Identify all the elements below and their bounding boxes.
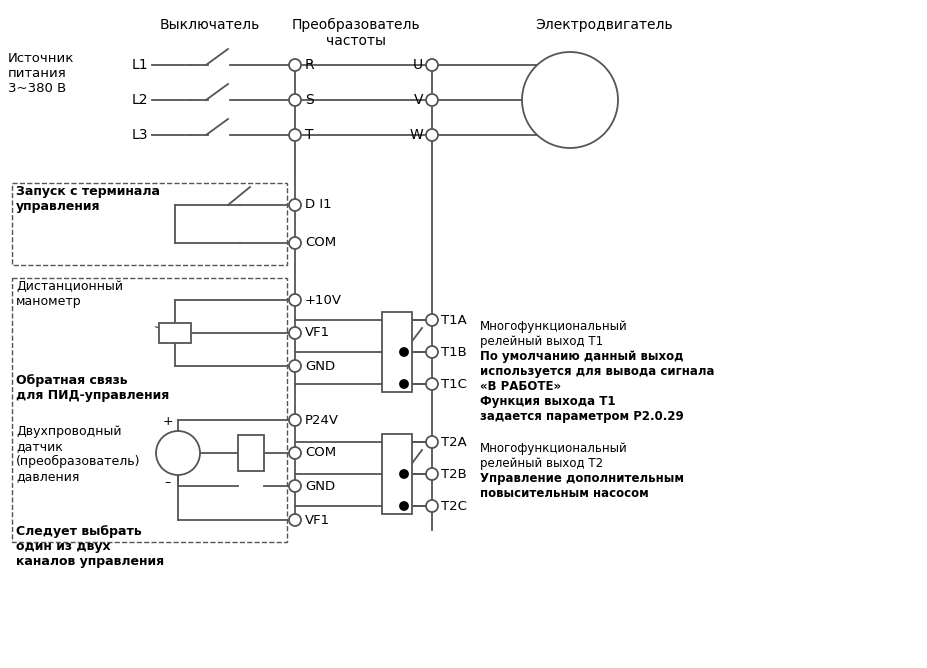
Circle shape: [425, 500, 438, 512]
Circle shape: [425, 378, 438, 390]
Text: T1A: T1A: [440, 313, 466, 327]
Text: Преобразователь
частоты: Преобразователь частоты: [291, 18, 420, 48]
Circle shape: [425, 468, 438, 480]
Circle shape: [288, 414, 300, 426]
Text: V: V: [413, 93, 423, 107]
Text: Обратная связь
для ПИД-управления: Обратная связь для ПИД-управления: [16, 374, 169, 402]
Text: S: S: [305, 93, 313, 107]
Text: GND: GND: [305, 359, 335, 373]
Circle shape: [425, 59, 438, 71]
Bar: [12, 278, 286, 542]
Text: +10V: +10V: [305, 293, 342, 307]
Circle shape: [425, 94, 438, 106]
Bar: [382, 312, 412, 392]
Circle shape: [425, 314, 438, 326]
Circle shape: [288, 447, 300, 459]
Text: Электродвигатель: Электродвигатель: [535, 18, 672, 32]
Text: –: –: [165, 476, 171, 489]
Circle shape: [400, 348, 408, 356]
Text: L3: L3: [132, 128, 147, 142]
Circle shape: [400, 380, 408, 388]
Circle shape: [400, 470, 408, 478]
Text: T1B: T1B: [440, 345, 466, 359]
Text: T2A: T2A: [440, 436, 466, 448]
Text: COM: COM: [305, 446, 336, 460]
Text: W: W: [409, 128, 423, 142]
Bar: [12, 183, 286, 265]
Text: Управление дополнительным
повысительным насосом: Управление дополнительным повысительным …: [479, 472, 683, 500]
Circle shape: [425, 436, 438, 448]
Bar: [382, 434, 412, 514]
Text: Выключатель: Выключатель: [159, 18, 260, 32]
Text: +: +: [162, 415, 173, 428]
Text: COM: COM: [305, 236, 336, 250]
Text: Запуск с терминала
управления: Запуск с терминала управления: [16, 185, 159, 213]
Text: T: T: [305, 128, 313, 142]
Circle shape: [288, 94, 300, 106]
Text: T2B: T2B: [440, 468, 466, 480]
Text: P24V: P24V: [305, 413, 338, 426]
Circle shape: [521, 52, 617, 148]
Text: D I1: D I1: [305, 198, 331, 212]
Text: Дистанционный
манометр: Дистанционный манометр: [16, 280, 123, 308]
Text: VF1: VF1: [305, 514, 330, 526]
Text: Многофункциональный
релейный выход T2: Многофункциональный релейный выход T2: [479, 442, 627, 470]
Text: U: U: [413, 58, 423, 72]
Bar: [237, 435, 263, 471]
Text: VF1: VF1: [305, 327, 330, 339]
Circle shape: [288, 360, 300, 372]
Text: T2C: T2C: [440, 500, 466, 512]
Circle shape: [288, 480, 300, 492]
Circle shape: [288, 327, 300, 339]
Text: GND: GND: [305, 480, 335, 492]
Text: Многофункциональный
релейный выход T1: Многофункциональный релейный выход T1: [479, 320, 627, 348]
Circle shape: [288, 294, 300, 306]
Text: По умолчанию данный выход
используется для вывода сигнала
«В РАБОТЕ»
Функция вых: По умолчанию данный выход используется д…: [479, 350, 714, 423]
Bar: [159, 323, 191, 343]
Circle shape: [400, 502, 408, 510]
Circle shape: [288, 237, 300, 249]
Circle shape: [288, 514, 300, 526]
Text: Двухпроводный
датчик
(преобразователь)
давления: Двухпроводный датчик (преобразователь) д…: [16, 425, 140, 483]
Circle shape: [425, 129, 438, 141]
Text: L2: L2: [132, 93, 147, 107]
Text: Следует выбрать
один из двух
каналов управления: Следует выбрать один из двух каналов упр…: [16, 525, 164, 568]
Text: Источник
питания
3~380 В: Источник питания 3~380 В: [8, 52, 74, 95]
Circle shape: [288, 129, 300, 141]
Text: R: R: [305, 58, 314, 72]
Text: L1: L1: [132, 58, 147, 72]
Text: T1C: T1C: [440, 377, 466, 391]
Circle shape: [288, 59, 300, 71]
Circle shape: [288, 199, 300, 211]
Circle shape: [425, 346, 438, 358]
Circle shape: [156, 431, 200, 475]
